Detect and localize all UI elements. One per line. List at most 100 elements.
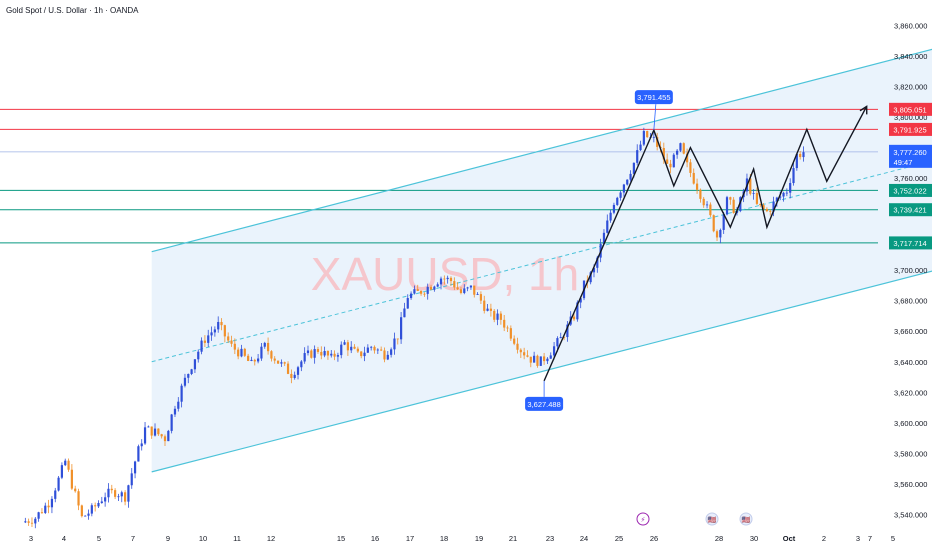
candle-body	[356, 348, 359, 352]
candle-body	[725, 197, 729, 215]
x-tick-label: 10	[199, 534, 207, 543]
candle-body	[562, 337, 566, 338]
candle-body	[197, 351, 200, 360]
candle-body	[34, 518, 37, 524]
level-badge-3[interactable]	[889, 203, 932, 217]
candle-body	[476, 294, 479, 295]
candle-body	[376, 349, 379, 351]
candle-body	[366, 347, 369, 353]
candles	[24, 127, 805, 529]
candle-body	[343, 342, 346, 345]
candle-body	[576, 302, 579, 320]
candle-body	[306, 350, 310, 354]
candle-body	[413, 289, 416, 294]
candle-body	[240, 348, 243, 357]
annotation-badge-0[interactable]	[634, 90, 673, 105]
candle-body	[789, 183, 792, 193]
candle-body	[173, 408, 177, 415]
candle-body	[336, 355, 340, 357]
candle-body	[107, 488, 110, 498]
candle-body	[419, 290, 423, 294]
y-tick-label: 3,840.000	[894, 52, 927, 61]
candle-body	[719, 229, 722, 238]
current-price-badge[interactable]	[889, 144, 932, 168]
candle-body	[642, 131, 645, 145]
candle-body	[406, 298, 409, 309]
candle-body	[433, 286, 436, 290]
level-badge-4[interactable]	[889, 236, 932, 250]
candle-body	[446, 277, 449, 280]
y-tick-label: 3,600.000	[894, 419, 927, 428]
y-tick-label: 3,760.000	[894, 174, 927, 183]
candle-body	[722, 214, 725, 230]
candle-body	[114, 490, 117, 497]
candle-body	[549, 355, 552, 359]
candle-body	[396, 338, 399, 340]
candle-body	[543, 356, 546, 362]
candle-body	[237, 349, 240, 357]
candle-body	[656, 136, 659, 147]
candle-body	[699, 189, 702, 199]
candle-body	[552, 346, 556, 356]
candle-body	[792, 168, 795, 184]
candle-body	[429, 286, 433, 290]
candle-body	[732, 199, 735, 213]
candle-body	[97, 502, 100, 507]
candle-body	[157, 428, 160, 435]
us-flag-event-icon[interactable]	[739, 512, 753, 526]
lightning-event-icon[interactable]	[636, 512, 650, 526]
candle-body	[795, 153, 798, 169]
candle-body	[692, 172, 695, 184]
channel-mid-line[interactable]	[151, 160, 932, 363]
level-badge-label-0: 3,805.051	[893, 105, 926, 114]
candle-body	[266, 342, 270, 352]
annotation-badge-1[interactable]	[525, 396, 564, 411]
annotation-stem-0	[653, 104, 657, 131]
candle-body	[137, 446, 140, 462]
candle-body	[632, 162, 635, 174]
candle-body	[386, 354, 389, 360]
candle-body	[685, 153, 689, 163]
candle-body	[140, 443, 143, 447]
level-badge-1[interactable]	[889, 122, 932, 136]
x-tick-label: 23	[546, 534, 554, 543]
y-tick-label: 3,680.000	[894, 297, 927, 306]
x-tick-label: 24	[580, 534, 588, 543]
candle-body	[762, 205, 765, 209]
candle-body	[676, 150, 679, 155]
channel-upper-line[interactable]	[151, 48, 932, 253]
x-tick-label: 17	[406, 534, 414, 543]
candle-body	[536, 355, 539, 366]
candle-body	[323, 351, 326, 356]
chart-title: Gold Spot / U.S. Dollar · 1h · OANDA	[6, 6, 139, 15]
candle-body	[87, 513, 90, 516]
candle-body	[453, 281, 456, 288]
x-tick-label: 5	[97, 534, 101, 543]
candle-body	[380, 349, 383, 351]
candle-body	[276, 360, 280, 364]
candle-body	[217, 321, 220, 330]
candle-body	[257, 358, 260, 362]
x-tick-label: 9	[166, 534, 170, 543]
projection-path[interactable]	[543, 106, 868, 382]
candle-body	[50, 498, 54, 508]
candle-body	[30, 522, 34, 524]
candle-body	[300, 361, 303, 368]
candle-body	[203, 340, 207, 343]
candle-body	[180, 385, 183, 402]
candle-body	[260, 346, 263, 359]
candle-body	[616, 197, 619, 205]
candle-body	[183, 377, 187, 386]
level-badge-0[interactable]	[889, 102, 932, 116]
candle-body	[100, 501, 103, 503]
candle-body	[193, 359, 197, 370]
level-badge-2[interactable]	[889, 183, 932, 197]
us-flag-event-icon[interactable]	[705, 512, 719, 526]
channel-lower-line[interactable]	[151, 270, 932, 473]
candle-body	[120, 492, 123, 497]
candle-body	[705, 204, 709, 206]
candle-body	[416, 289, 419, 291]
x-tick-label: 3	[856, 534, 860, 543]
